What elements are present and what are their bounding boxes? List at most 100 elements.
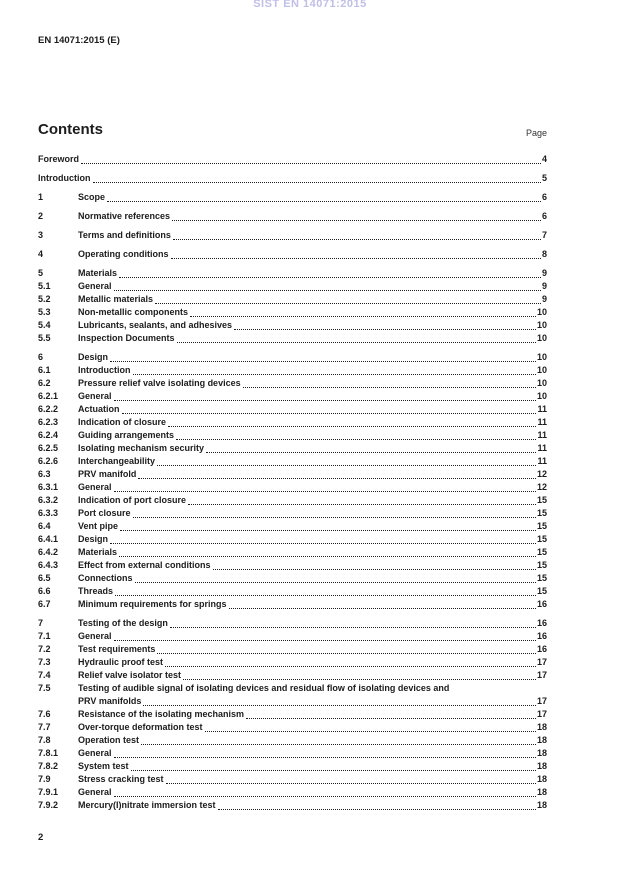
- toc-entry-page: 15: [536, 508, 547, 518]
- toc-leader-dots: [113, 786, 536, 797]
- toc-entry-title: Vent pipe: [78, 521, 119, 531]
- toc-leader-dots: [113, 280, 541, 291]
- toc-entry-number: 6: [38, 352, 44, 362]
- toc-leader-dots: [110, 351, 536, 362]
- toc-entry-title: Testing of audible signal of isolating d…: [78, 683, 450, 693]
- toc-entry-page: 6: [541, 192, 547, 202]
- toc-leader-dots: [234, 319, 536, 330]
- toc-leader-dots: [212, 559, 536, 570]
- toc-entry: 7 Testing of the design 16: [38, 617, 547, 630]
- toc-entry-title: PRV manifold: [78, 469, 137, 479]
- toc-entry: 6.5 Connections 15: [38, 572, 547, 585]
- toc-entry-title: General: [78, 281, 112, 291]
- toc-entry-page: 5: [541, 173, 547, 183]
- toc-entry-number: 7.4: [38, 670, 51, 680]
- toc-entry: 6.4.2 Materials 15: [38, 546, 547, 559]
- toc-entry-number: 5.4: [38, 320, 51, 330]
- toc-entry-title: Effect from external conditions: [78, 560, 211, 570]
- toc-entry-title: Foreword: [38, 154, 80, 164]
- toc-entry-title: Metallic materials: [78, 294, 154, 304]
- toc-entry-number: 6.4.1: [38, 534, 59, 544]
- toc-leader-dots: [120, 520, 536, 531]
- toc-entry: 7.9.1 General 18: [38, 786, 547, 799]
- toc-leader-dots: [113, 481, 536, 492]
- toc: Foreword 4 Introduction 5 1 Scope 6 2 Normative …: [38, 153, 547, 812]
- toc-leader-dots: [242, 377, 536, 388]
- toc-entry-title: Stress cracking test: [78, 773, 164, 784]
- toc-entry-number: 6.5: [38, 573, 51, 583]
- toc-entry-title: General: [78, 482, 112, 492]
- toc-entry-title: Lubricants, sealants, and adhesives: [78, 320, 233, 330]
- toc-entry-page: 15: [536, 560, 547, 570]
- toc-entry: 7.3 Hydraulic proof test 17: [38, 656, 547, 669]
- toc-entry-title: Normative references: [78, 211, 171, 221]
- toc-entry-title: Pressure relief valve isolating devices: [78, 378, 241, 388]
- toc-entry-page: 11: [537, 404, 547, 414]
- toc-entry-number: 7.9.2: [38, 799, 59, 810]
- toc-entry-title: General: [78, 631, 112, 641]
- toc-leader-dots: [113, 747, 536, 758]
- toc-entry-title: Design: [78, 352, 109, 362]
- toc-entry-page: 17: [536, 708, 547, 719]
- toc-entry-page: 7: [541, 230, 547, 240]
- toc-entry-page: 9: [541, 281, 547, 291]
- toc-entry-title: Inspection Documents: [78, 333, 175, 343]
- toc-entry-title: Isolating mechanism security: [78, 443, 205, 453]
- toc-entry-page: 15: [536, 586, 547, 596]
- toc-entry-title: Test requirements: [78, 644, 156, 654]
- toc-entry-page: 18: [536, 786, 547, 797]
- contents-heading: Contents: [38, 121, 103, 138]
- toc-entry-title: Non-metallic components: [78, 307, 189, 317]
- toc-entry-page: 4: [541, 154, 547, 164]
- toc-entry-page: 18: [536, 721, 547, 732]
- toc-entry-number: 7.5: [38, 683, 51, 693]
- toc-entry: 6.3 PRV manifold 12: [38, 468, 547, 481]
- toc-entry-number: 5.2: [38, 294, 51, 304]
- toc-entry-number: 6.4.2: [38, 547, 59, 557]
- toc-leader-dots: [81, 153, 541, 164]
- toc-entry-page: 18: [536, 734, 547, 745]
- toc-leader-dots: [141, 734, 536, 745]
- toc-leader-dots: [143, 695, 536, 706]
- toc-entry-number: 7.9.1: [38, 786, 59, 797]
- toc-entry-title: Introduction: [78, 365, 131, 375]
- toc-entry-number: 6.7: [38, 599, 51, 609]
- toc-entry-title: Testing of the design: [78, 618, 168, 628]
- toc-leader-dots: [204, 721, 536, 732]
- toc-entry-number: 6.3.2: [38, 495, 59, 505]
- toc-entry: 4 Operating conditions 8: [38, 248, 547, 261]
- toc-leader-dots: [157, 643, 536, 654]
- toc-entry: 5 Materials 9: [38, 267, 547, 280]
- toc-entry-title: Operating conditions: [78, 249, 169, 259]
- toc-entry: 6 Design 10: [38, 351, 547, 364]
- footer-page-number: 2: [38, 832, 44, 843]
- toc-entry: 6.3.2 Indication of port closure 15: [38, 494, 547, 507]
- toc-entry-page: 18: [536, 799, 547, 810]
- toc-leader-dots: [119, 546, 536, 557]
- toc-entry-title: Port closure: [78, 508, 131, 518]
- toc-entry-number: 6.6: [38, 586, 51, 596]
- document-reference: EN 14071:2015 (E): [38, 35, 120, 46]
- toc-entry: 1 Scope 6: [38, 191, 547, 204]
- toc-entry: 7.9.2 Mercury(I)nitrate immersion test 18: [38, 799, 547, 812]
- toc-entry-number: 7.8: [38, 734, 51, 745]
- toc-entry: 5.5 Inspection Documents 10: [38, 332, 547, 345]
- toc-entry-page: 11: [537, 456, 547, 466]
- toc-entry-number: 7.9: [38, 773, 51, 784]
- toc-leader-dots: [246, 708, 536, 719]
- toc-entry: 7.6 Resistance of the isolating mechanism…: [38, 708, 547, 721]
- toc-entry: 7.9 Stress cracking test 18: [38, 773, 547, 786]
- toc-leader-dots: [121, 403, 537, 414]
- toc-entry-number: 5: [38, 268, 44, 278]
- toc-leader-dots: [169, 617, 536, 628]
- toc-entry-title: General: [78, 786, 112, 797]
- toc-leader-dots: [119, 267, 541, 278]
- toc-entry: 6.4 Vent pipe 15: [38, 520, 547, 533]
- toc-entry-page: 11: [537, 430, 547, 440]
- toc-entry-continuation: PRV manifolds 17: [38, 695, 547, 708]
- toc-entry-title: Actuation: [78, 404, 120, 414]
- toc-leader-dots: [172, 229, 541, 240]
- toc-entry-page: 10: [536, 333, 547, 343]
- toc-entry: 6.2.2 Actuation 11: [38, 403, 547, 416]
